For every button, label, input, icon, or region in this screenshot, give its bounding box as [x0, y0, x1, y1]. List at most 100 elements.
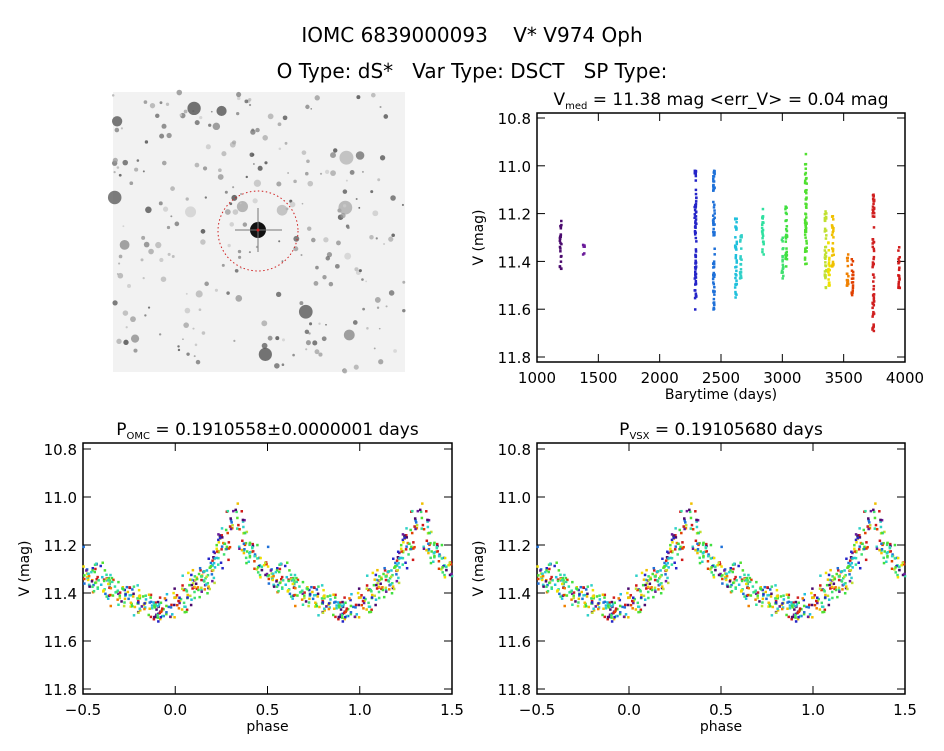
data-point: [171, 613, 174, 616]
data-point: [198, 566, 202, 570]
data-point: [824, 216, 827, 220]
data-point: [822, 610, 826, 614]
y-tick-label: 11.6: [44, 633, 77, 651]
data-point: [713, 223, 716, 226]
data-point: [885, 560, 888, 564]
data-point: [838, 575, 841, 578]
star: [217, 174, 224, 180]
data-point: [161, 614, 164, 618]
data-point: [560, 597, 564, 600]
data-point: [694, 215, 698, 218]
data-point: [864, 509, 867, 513]
data-point: [191, 582, 195, 585]
data-point: [155, 608, 158, 611]
data-point: [857, 561, 860, 565]
data-point: [248, 541, 252, 545]
data-point: [376, 568, 379, 572]
data-point: [782, 598, 786, 601]
data-point: [872, 257, 875, 261]
data-point: [251, 550, 255, 553]
data-point: [381, 586, 384, 589]
star: [185, 197, 189, 201]
data-point: [211, 559, 214, 562]
data-point: [315, 604, 318, 608]
data-point: [172, 591, 175, 595]
data-point: [191, 587, 194, 590]
data-point: [339, 613, 342, 617]
data-point: [437, 567, 441, 571]
star: [345, 179, 348, 182]
data-point: [898, 278, 901, 281]
data-point: [207, 586, 210, 590]
data-point: [182, 601, 186, 605]
data-point: [713, 275, 716, 278]
data-point: [153, 603, 156, 606]
data-point: [137, 588, 141, 592]
data-point: [559, 233, 563, 236]
data-point: [835, 572, 838, 576]
data-point: [243, 531, 246, 535]
data-point: [608, 613, 612, 617]
data-point: [96, 575, 99, 579]
data-point: [658, 583, 662, 586]
data-point: [300, 590, 303, 594]
data-point: [828, 583, 831, 587]
data-point: [226, 531, 229, 535]
data-point: [677, 542, 680, 546]
data-point: [256, 566, 260, 569]
data-point: [445, 568, 448, 572]
star: [204, 281, 209, 287]
data-point: [122, 588, 125, 591]
data-point: [137, 601, 140, 604]
data-point: [711, 219, 715, 222]
data-point: [705, 550, 709, 553]
data-point: [429, 541, 432, 545]
data-point: [669, 550, 673, 553]
data-point: [202, 570, 205, 573]
data-point: [693, 296, 697, 300]
data-point: [663, 561, 666, 565]
data-point: [743, 578, 747, 581]
data-point: [275, 569, 279, 572]
data-point: [591, 595, 595, 599]
data-point: [655, 570, 659, 573]
data-point: [712, 576, 716, 579]
data-point: [653, 588, 657, 592]
star: [160, 276, 167, 282]
data-point: [337, 603, 341, 606]
data-point: [590, 584, 593, 587]
data-point: [553, 564, 556, 568]
data-point: [430, 550, 433, 553]
data-point: [803, 233, 807, 236]
data-point: [159, 615, 163, 619]
plot-title: PVSX = 0.19105680 days: [619, 420, 823, 442]
data-point: [610, 616, 613, 619]
star: [379, 155, 386, 161]
data-point: [141, 595, 145, 598]
data-point: [345, 609, 348, 612]
data-point: [208, 566, 212, 569]
data-point: [871, 212, 874, 215]
data-point: [418, 508, 422, 512]
data-point: [871, 273, 875, 276]
data-point: [380, 587, 383, 591]
data-point: [429, 561, 433, 565]
data-point: [207, 557, 211, 561]
data-point: [803, 181, 807, 185]
data-point: [897, 268, 901, 272]
data-point: [657, 577, 661, 580]
star: [170, 186, 175, 191]
data-point: [278, 581, 282, 585]
data-point: [683, 527, 686, 531]
data-point: [684, 521, 687, 524]
data-point: [735, 220, 738, 224]
star: [229, 222, 235, 227]
data-point: [761, 217, 764, 220]
data-point: [743, 573, 746, 577]
data-point: [382, 595, 386, 599]
data-point: [395, 563, 399, 567]
data-point: [253, 567, 256, 571]
data-point: [903, 572, 906, 576]
data-point: [554, 575, 558, 579]
data-point: [555, 590, 559, 593]
